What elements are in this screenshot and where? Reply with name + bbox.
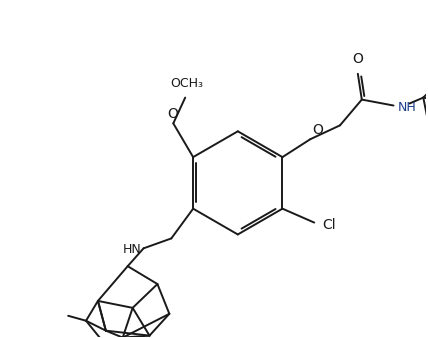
Text: HN: HN — [123, 243, 142, 256]
Text: O: O — [167, 107, 178, 121]
Text: O: O — [312, 123, 323, 137]
Text: OCH₃: OCH₃ — [171, 77, 204, 90]
Text: NH: NH — [398, 101, 416, 114]
Text: Cl: Cl — [322, 218, 336, 232]
Text: O: O — [352, 52, 363, 66]
